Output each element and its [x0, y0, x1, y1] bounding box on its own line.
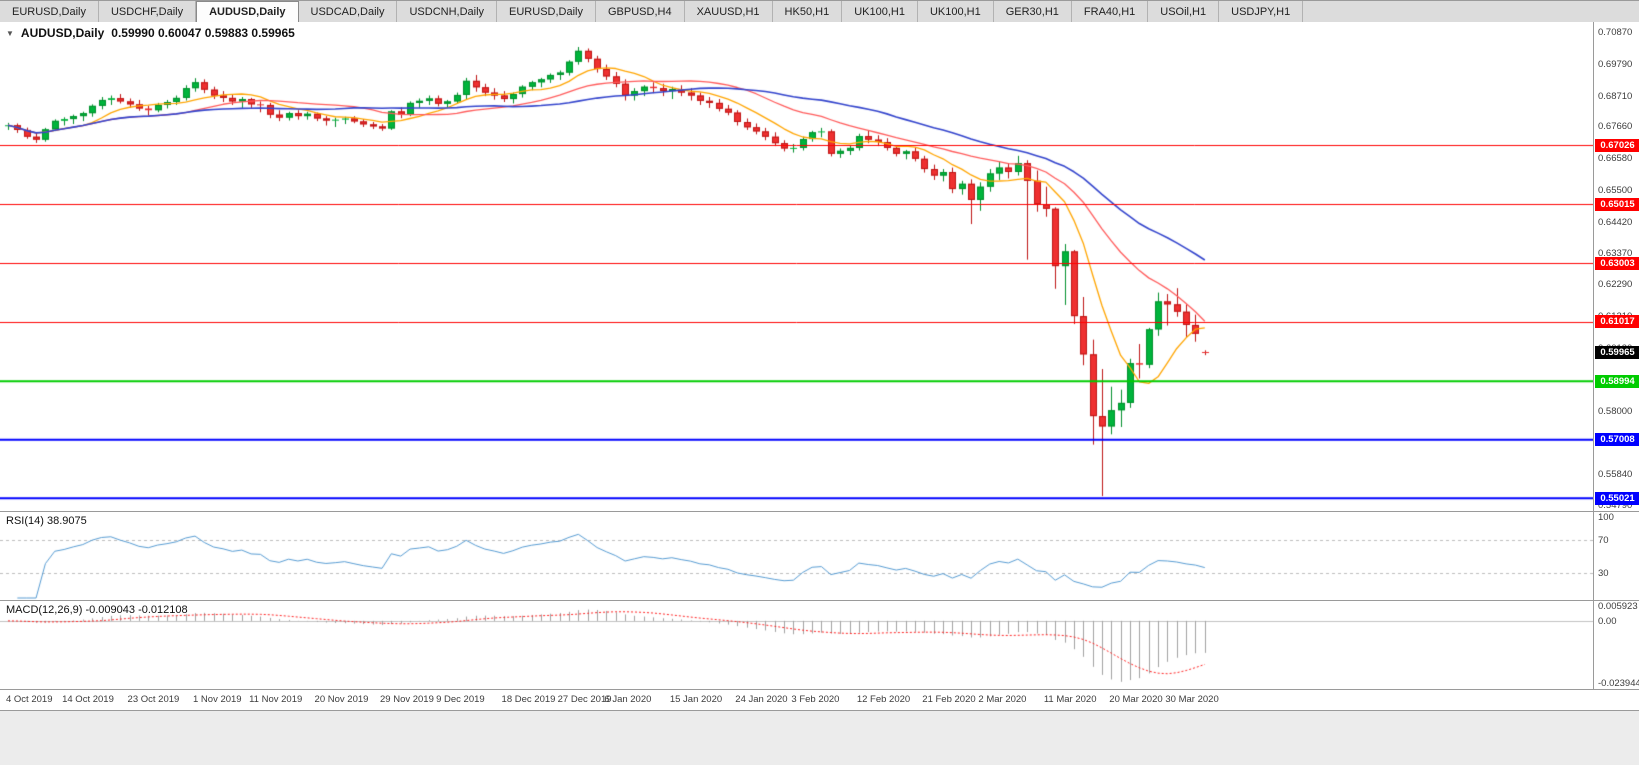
price-axis-tick: 0.55840: [1598, 469, 1633, 481]
date-axis-label: 2 Mar 2020: [978, 694, 1027, 705]
date-axis-label: 6 Jan 2020: [604, 694, 652, 705]
current-price-badge: 0.59965: [1595, 346, 1639, 360]
rsi-canvas[interactable]: [0, 512, 1593, 600]
chart-tab-audusd-daily[interactable]: AUDUSD,Daily: [196, 1, 299, 22]
macd-axis-tick: 0.005923: [1598, 601, 1638, 612]
chart-tab-uk100-h1[interactable]: UK100,H1: [917, 1, 994, 22]
date-axis-label: 30 Mar 2020: [1165, 694, 1219, 705]
collapse-arrow-icon[interactable]: ▼: [6, 28, 14, 38]
price-axis-tick: 0.54790: [1598, 499, 1633, 511]
level-price-badge: 0.67026: [1595, 138, 1639, 152]
chart-tab-xauusd-h1[interactable]: XAUUSD,H1: [684, 1, 773, 22]
price-axis-tick: 0.70870: [1598, 27, 1633, 38]
macd-label: MACD(12,26,9) -0.009043 -0.012108: [6, 604, 188, 616]
chart-tab-gbpusd-h4[interactable]: GBPUSD,H4: [596, 1, 685, 22]
date-axis-label: 23 Oct 2019: [127, 694, 180, 705]
date-axis[interactable]: 4 Oct 2019 14 Oct 2019 23 Oct 2019 1 Nov 20…: [0, 690, 1639, 711]
chart-tab-fra40-h1[interactable]: FRA40,H1: [1071, 1, 1149, 22]
macd-panel: MACD(12,26,9) -0.009043 -0.012108 0.0059…: [0, 601, 1639, 690]
date-axis-label: 21 Feb 2020: [922, 694, 976, 705]
date-axis-label: 15 Jan 2020: [669, 694, 723, 705]
price-axis-tick: 0.63370: [1598, 247, 1633, 259]
chart-tab-usdjpy-h1[interactable]: USDJPY,H1: [1219, 1, 1304, 22]
price-axis-tick: 0.65500: [1598, 184, 1633, 196]
date-axis-label: 20 Mar 2020: [1109, 694, 1163, 705]
price-axis-tick: 0.64420: [1598, 216, 1633, 228]
date-axis-label: 9 Dec 2019: [436, 694, 485, 705]
rsi-axis-tick: 70: [1598, 535, 1609, 547]
price-axis-tick: 0.67660: [1598, 121, 1633, 133]
price-axis-tick: 0.68710: [1598, 90, 1633, 102]
date-axis-label: 11 Nov 2019: [249, 694, 303, 705]
level-price-badge: 0.65015: [1595, 197, 1639, 211]
date-axis-label: 24 Jan 2020: [735, 694, 788, 705]
rsi-panel: RSI(14) 38.9075 100 70 30: [0, 512, 1639, 601]
window-bottom-filler: [0, 733, 1639, 765]
chart-tab-ger30-h1[interactable]: GER30,H1: [993, 1, 1072, 22]
macd-axis-tick: -0.023944: [1598, 678, 1639, 689]
macd-canvas[interactable]: [0, 601, 1593, 689]
date-axis-label: 20 Nov 2019: [314, 694, 369, 705]
date-axis-label: 29 Nov 2019: [380, 694, 434, 705]
level-price-badge: 0.57008: [1595, 433, 1639, 447]
rsi-label: RSI(14) 38.9075: [6, 515, 87, 527]
chart-ohlc-values: 0.59990 0.60047 0.59883 0.59965: [111, 26, 295, 40]
level-price-badge: 0.61017: [1595, 315, 1639, 329]
price-axis-tick: 0.66580: [1598, 153, 1633, 165]
level-price-badge: 0.63003: [1595, 256, 1639, 270]
level-price-badge: 0.55021: [1595, 491, 1639, 505]
main-chart-panel: ▼ AUDUSD,Daily 0.59990 0.60047 0.59883 0…: [0, 21, 1639, 512]
main-chart-canvas[interactable]: [0, 21, 1593, 511]
chart-tabs: EURUSD,Daily USDCHF,Daily AUDUSD,Daily USDC…: [0, 0, 1639, 22]
date-axis-label: 1 Nov 2019: [193, 694, 242, 705]
chart-tab-usdcad-daily[interactable]: USDCAD,Daily: [298, 1, 398, 22]
level-price-badge: 0.58994: [1595, 374, 1639, 388]
price-axis-tick: 0.58000: [1598, 405, 1633, 417]
rsi-axis-tick: 100: [1598, 512, 1614, 523]
date-axis-label: 14 Oct 2019: [62, 694, 114, 705]
rsi-axis[interactable]: 100 70 30: [1593, 512, 1639, 600]
chart-tab-usdcnh-daily[interactable]: USDCNH,Daily: [397, 1, 498, 22]
price-axis-tick: 0.69790: [1598, 58, 1633, 70]
date-axis-label: 18 Dec 2019: [501, 694, 556, 705]
date-axis-label: 3 Feb 2020: [791, 694, 840, 705]
date-axis-label: 27 Dec 2019: [557, 694, 612, 705]
chart-tab-hk50-h1[interactable]: HK50,H1: [772, 1, 843, 22]
chart-tab-usdchf-daily[interactable]: USDCHF,Daily: [98, 1, 197, 22]
date-axis-label: 12 Feb 2020: [856, 694, 911, 705]
chart-tab-usoil-h1[interactable]: USOil,H1: [1148, 1, 1220, 22]
chart-tab-eurusd-daily[interactable]: EURUSD,Daily: [497, 1, 596, 22]
main-price-axis[interactable]: 0.70870 0.69790 0.68710 0.67660 0.66580 0.655…: [1593, 21, 1639, 511]
chart-title: ▼ AUDUSD,Daily 0.59990 0.60047 0.59883 0…: [6, 26, 295, 40]
date-axis-label: 11 Mar 2020: [1043, 694, 1097, 705]
macd-axis[interactable]: 0.005923 0.00 -0.023944: [1593, 601, 1639, 689]
chart-tab-eurusd-daily[interactable]: EURUSD,Daily: [0, 1, 99, 22]
chart-symbol-period: AUDUSD,Daily: [20, 26, 105, 40]
rsi-axis-tick: 30: [1598, 568, 1609, 580]
macd-axis-tick: 0.00: [1598, 615, 1617, 627]
price-axis-tick: 0.62290: [1598, 279, 1633, 291]
date-axis-label: 4 Oct 2019: [6, 694, 53, 705]
chart-tab-uk100-h1[interactable]: UK100,H1: [842, 1, 918, 22]
